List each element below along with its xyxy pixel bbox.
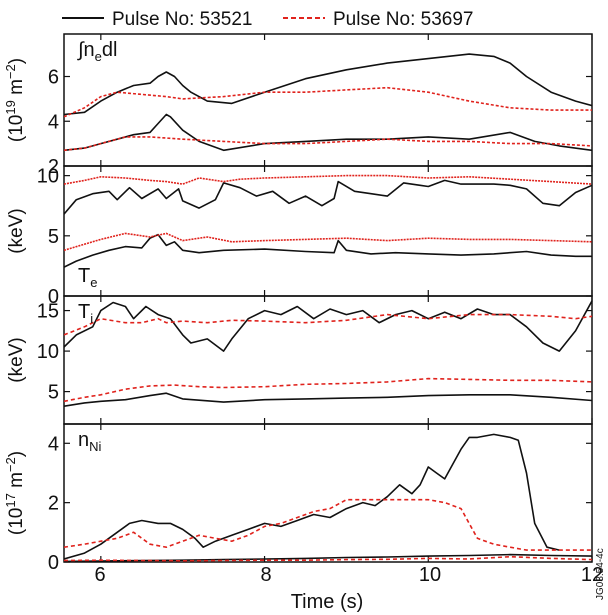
y-axis-label-sup: 17 — [3, 493, 18, 507]
panel-3: 5 10 15 Ti (keV) — [6, 295, 593, 425]
panel-1: 2 4 6 ∫nedl (1019 m−2) — [3, 33, 593, 178]
panel-label-main: T — [78, 301, 90, 323]
y-tick-label: 0 — [48, 286, 59, 308]
y-tick-label: 0 — [48, 552, 59, 574]
y-axis-label-mid: m — [6, 472, 27, 493]
series-line-53697-4 — [64, 136, 592, 152]
legend-label-53697: Pulse No: 53697 — [333, 9, 474, 30]
panel-label-sub: i — [90, 311, 93, 326]
panel-label-tail: dl — [102, 39, 118, 61]
panel-label: nNi — [78, 429, 102, 454]
series-group — [64, 174, 592, 268]
series-line-53697-4 — [64, 377, 592, 403]
panel-4: 024 nNi(1017 m−2) — [3, 423, 593, 574]
y-axis-label-prefix: (keV) — [6, 337, 27, 382]
panel-label: ∫nedl — [77, 39, 117, 64]
y-tick-label: 4 — [48, 433, 59, 455]
y-axis-label-mid: m — [6, 79, 27, 100]
series-line-53697-4 — [64, 555, 592, 562]
series-line-53521-1 — [64, 53, 592, 116]
panel-2: 0 5 10 Te (keV) — [6, 165, 593, 308]
y-tick-label: 4 — [48, 111, 59, 133]
y-axis-label-sup2: −2 — [3, 64, 18, 79]
y-tick-label: 10 — [37, 166, 59, 188]
y-axis-label-sup: 19 — [3, 100, 18, 114]
x-tick-label-6: 6 — [94, 564, 105, 586]
figure-code: JG03.54-4c — [595, 548, 606, 600]
panel-label-sub: e — [95, 49, 102, 64]
panel-label-main: ∫n — [77, 39, 95, 61]
panel-frame — [63, 33, 593, 167]
y-tick-label: 15 — [37, 301, 59, 323]
y-tick-label: 5 — [48, 226, 59, 248]
y-axis-label: (1017 m−2) — [3, 451, 27, 535]
series-line-53521-2 — [64, 113, 592, 152]
series-line-53521-1 — [64, 300, 592, 352]
series-line-53697-3 — [64, 174, 592, 185]
y-axis-label-prefix: (10 — [6, 115, 27, 142]
panel-label-sub: e — [90, 275, 97, 290]
y-axis-label-suffix: ) — [6, 451, 27, 457]
x-axis-label: Time (s) — [291, 591, 364, 613]
y-tick-label: 2 — [48, 156, 59, 178]
series-group — [64, 433, 592, 562]
series-group — [64, 53, 592, 152]
y-axis-label: (keV) — [6, 208, 27, 253]
y-tick-label: 10 — [37, 341, 59, 363]
series-line-53521-1 — [64, 179, 592, 215]
series-line-53697-3 — [64, 86, 592, 118]
series-line-53521-2 — [64, 233, 592, 268]
panel-label-main: T — [78, 265, 90, 287]
panel-label-sub: Ni — [89, 439, 101, 454]
y-axis-label-suffix: ) — [6, 58, 27, 64]
legend-label-53521: Pulse No: 53521 — [112, 9, 253, 30]
series-line-53697-3 — [64, 313, 592, 336]
y-tick-label: 5 — [48, 382, 59, 404]
x-tick-label-8: 8 — [260, 564, 271, 586]
x-tick-label-12: 12 — [581, 564, 603, 586]
y-axis-label: (1019 m−2) — [3, 58, 27, 142]
panel-frame — [63, 423, 593, 563]
series-line-53521-2 — [64, 392, 592, 407]
y-tick-label: 2 — [48, 493, 59, 515]
y-axis-label-prefix: (10 — [6, 508, 27, 535]
panel-label: Te — [78, 265, 97, 290]
y-axis-label-prefix: (keV) — [6, 208, 27, 253]
panel-label-main: n — [78, 429, 89, 451]
y-axis-label-sup2: −2 — [3, 457, 18, 472]
x-tick-label-10: 10 — [419, 564, 441, 586]
series-group — [64, 300, 592, 407]
panel-label: Ti — [78, 301, 93, 326]
y-axis-label: (keV) — [6, 337, 27, 382]
legend: Pulse No: 53521 Pulse No: 53697 — [62, 9, 474, 30]
series-line-53697-4 — [64, 232, 592, 252]
y-tick-label: 6 — [48, 67, 59, 89]
series-line-53521-1 — [64, 433, 560, 560]
x-axis: 6 8 10 12 Time (s) — [94, 564, 603, 613]
series-line-53697-3 — [64, 498, 592, 551]
